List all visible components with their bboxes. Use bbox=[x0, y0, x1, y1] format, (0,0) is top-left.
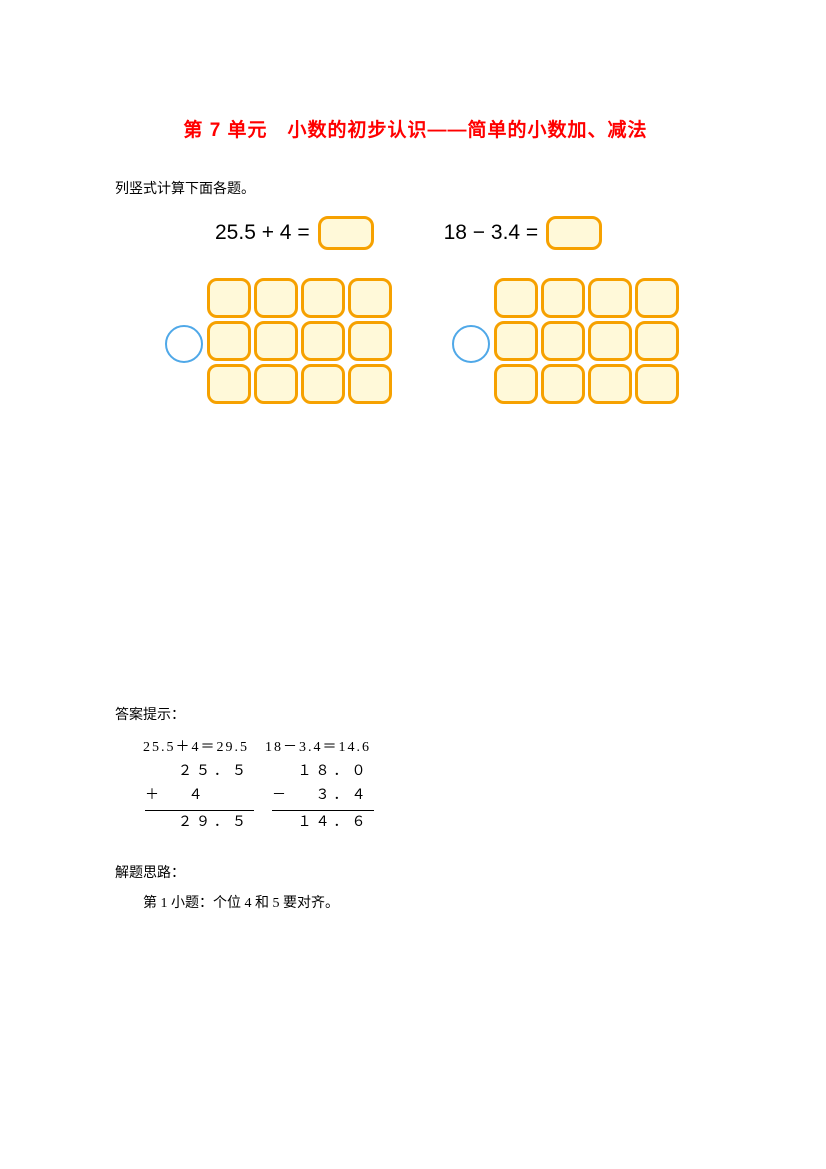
grid-cell[interactable] bbox=[541, 321, 585, 361]
grid-2-row-2 bbox=[494, 321, 679, 361]
thinking-label: 解题思路： bbox=[115, 862, 716, 882]
grid-1-row-1 bbox=[207, 278, 392, 318]
grid-cell[interactable] bbox=[254, 278, 298, 318]
problem-1-answer-box[interactable] bbox=[318, 216, 374, 250]
grid-cell[interactable] bbox=[588, 364, 632, 404]
problem-1-expression: 25.5 + 4 = bbox=[215, 221, 310, 245]
grid-cell[interactable] bbox=[207, 321, 251, 361]
vertical-calc-1: ２５．５ ＋ ４ ２９．５ bbox=[145, 760, 254, 834]
vertical-grids-row bbox=[165, 278, 716, 404]
grid-cell[interactable] bbox=[494, 364, 538, 404]
grid-cell[interactable] bbox=[494, 321, 538, 361]
grid-cell[interactable] bbox=[301, 278, 345, 318]
grid-cell[interactable] bbox=[254, 364, 298, 404]
grid-cell[interactable] bbox=[207, 364, 251, 404]
answer-label: 答案提示： bbox=[115, 704, 716, 724]
vcalc-1-line-3: ２９．５ bbox=[145, 811, 254, 835]
grid-cell[interactable] bbox=[635, 364, 679, 404]
vertical-calc-2: １８．０ － ３．４ １４．６ bbox=[272, 760, 374, 834]
vertical-calculations: ２５．５ ＋ ４ ２９．５ １８．０ － ３．４ １４．６ bbox=[145, 760, 716, 834]
grid-cell[interactable] bbox=[348, 321, 392, 361]
grid-cell[interactable] bbox=[635, 321, 679, 361]
operator-circle-1[interactable] bbox=[165, 325, 203, 363]
unit-title: 第 7 单元 小数的初步认识——简单的小数加、减法 bbox=[115, 115, 716, 142]
grid-cell[interactable] bbox=[301, 321, 345, 361]
problem-2-answer-box[interactable] bbox=[546, 216, 602, 250]
problem-2: 18 − 3.4 = bbox=[444, 216, 603, 250]
grid-cell[interactable] bbox=[207, 278, 251, 318]
grid-cell[interactable] bbox=[301, 364, 345, 404]
vertical-grid-2 bbox=[452, 278, 679, 404]
grid-2 bbox=[494, 278, 679, 404]
vcalc-2-line-3: １４．６ bbox=[272, 811, 374, 835]
grid-cell[interactable] bbox=[348, 278, 392, 318]
vcalc-2-line-2: － ３．４ bbox=[272, 784, 374, 811]
grid-cell[interactable] bbox=[588, 321, 632, 361]
problems-row: 25.5 + 4 = 18 − 3.4 = bbox=[215, 216, 716, 250]
grid-2-row-1 bbox=[494, 278, 679, 318]
problem-2-expression: 18 − 3.4 = bbox=[444, 221, 539, 245]
grid-cell[interactable] bbox=[635, 278, 679, 318]
problem-1: 25.5 + 4 = bbox=[215, 216, 374, 250]
grid-cell[interactable] bbox=[541, 278, 585, 318]
instruction-text: 列竖式计算下面各题。 bbox=[115, 178, 716, 198]
grid-cell[interactable] bbox=[254, 321, 298, 361]
grid-cell[interactable] bbox=[494, 278, 538, 318]
answer-results: 25.5＋4＝29.5 18－3.4＝14.6 bbox=[143, 736, 716, 756]
vcalc-1-line-1: ２５．５ bbox=[145, 760, 254, 784]
grid-cell[interactable] bbox=[541, 364, 585, 404]
grid-cell[interactable] bbox=[348, 364, 392, 404]
grid-1-row-3 bbox=[207, 364, 392, 404]
grid-1-row-2 bbox=[207, 321, 392, 361]
operator-circle-2[interactable] bbox=[452, 325, 490, 363]
grid-cell[interactable] bbox=[588, 278, 632, 318]
vertical-grid-1 bbox=[165, 278, 392, 404]
vcalc-1-line-2: ＋ ４ bbox=[145, 784, 254, 811]
grid-2-row-3 bbox=[494, 364, 679, 404]
grid-1 bbox=[207, 278, 392, 404]
vcalc-2-line-1: １８．０ bbox=[272, 760, 374, 784]
thinking-line-1: 第 1 小题：个位 4 和 5 要对齐。 bbox=[143, 892, 716, 912]
